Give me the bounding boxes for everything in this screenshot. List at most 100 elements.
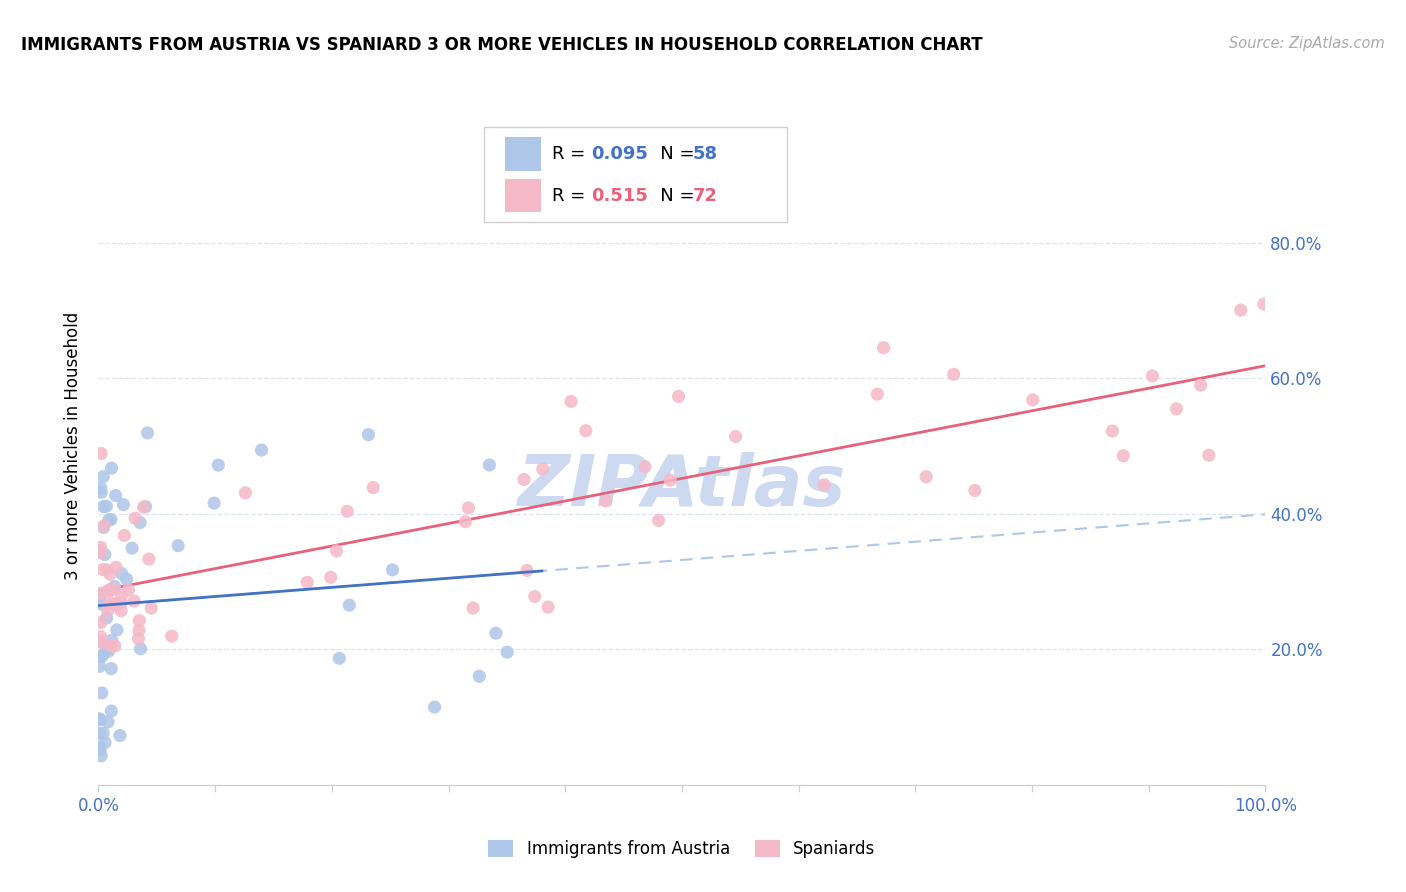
Point: [112, 498, 135, 512]
Point: [90, 634, 112, 648]
Point: [100, 639, 122, 653]
Point: [866, 387, 889, 401]
Point: [457, 500, 479, 515]
Text: R =: R =: [553, 186, 596, 204]
Point: [128, 632, 150, 646]
Point: [1189, 378, 1212, 392]
Point: [91, 726, 114, 740]
Point: [328, 651, 350, 665]
Point: [128, 624, 150, 638]
Point: [647, 513, 669, 527]
Point: [516, 563, 538, 577]
Text: N =: N =: [644, 186, 700, 204]
Point: [90, 586, 112, 600]
Point: [167, 539, 190, 553]
Point: [90, 546, 112, 560]
Point: [361, 481, 384, 495]
Point: [461, 601, 484, 615]
Point: [115, 572, 138, 586]
Point: [872, 341, 894, 355]
Point: [122, 594, 145, 608]
Point: [634, 459, 657, 474]
Point: [1198, 448, 1220, 462]
Point: [478, 458, 501, 472]
Point: [100, 704, 122, 718]
Point: [96, 642, 118, 657]
Point: [915, 469, 938, 483]
Text: R =: R =: [553, 145, 596, 163]
Point: [94, 736, 117, 750]
Point: [942, 368, 965, 382]
Point: [89, 726, 111, 740]
Point: [124, 511, 146, 525]
Point: [110, 566, 132, 581]
Point: [235, 486, 257, 500]
Point: [110, 604, 132, 618]
Point: [93, 518, 115, 533]
Point: [89, 543, 111, 558]
Point: [136, 425, 159, 440]
Point: [129, 641, 152, 656]
Point: [513, 473, 536, 487]
Point: [160, 629, 183, 643]
Point: [96, 611, 118, 625]
Point: [537, 600, 560, 615]
Text: 0.515: 0.515: [592, 186, 648, 204]
Point: [104, 639, 127, 653]
Point: [90, 615, 112, 630]
Point: [963, 483, 986, 498]
Point: [468, 669, 491, 683]
Point: [97, 604, 120, 618]
Point: [89, 740, 111, 755]
Point: [97, 714, 120, 729]
Point: [575, 424, 598, 438]
Point: [381, 563, 404, 577]
Point: [97, 513, 120, 527]
Point: [100, 461, 122, 475]
Point: [336, 504, 359, 518]
Point: [105, 623, 128, 637]
Point: [91, 562, 114, 576]
Point: [129, 516, 152, 530]
Point: [250, 443, 273, 458]
Text: IMMIGRANTS FROM AUSTRIA VS SPANIARD 3 OR MORE VEHICLES IN HOUSEHOLD CORRELATION : IMMIGRANTS FROM AUSTRIA VS SPANIARD 3 OR…: [21, 36, 983, 54]
Point: [132, 500, 155, 514]
Point: [337, 598, 360, 612]
Point: [595, 494, 617, 508]
Point: [117, 582, 139, 597]
Point: [1101, 424, 1123, 438]
Point: [1229, 303, 1251, 318]
Point: [89, 712, 111, 726]
Point: [485, 626, 508, 640]
Point: [1022, 392, 1045, 407]
Text: Source: ZipAtlas.com: Source: ZipAtlas.com: [1229, 36, 1385, 51]
Point: [98, 567, 121, 582]
Point: [90, 485, 112, 500]
Point: [523, 590, 546, 604]
Y-axis label: 3 or more Vehicles in Household: 3 or more Vehicles in Household: [65, 312, 83, 580]
Point: [104, 598, 127, 612]
Point: [103, 580, 125, 594]
Point: [128, 614, 150, 628]
Point: [97, 644, 120, 658]
Legend: Immigrants from Austria, Spaniards: Immigrants from Austria, Spaniards: [482, 833, 882, 864]
Point: [89, 659, 111, 673]
Text: ZIPAtlas: ZIPAtlas: [517, 452, 846, 521]
Text: 58: 58: [693, 145, 717, 163]
Point: [90, 446, 112, 460]
Point: [1253, 297, 1275, 311]
Point: [454, 515, 477, 529]
Point: [100, 512, 122, 526]
Point: [104, 560, 127, 574]
Point: [93, 520, 115, 534]
Point: [108, 729, 131, 743]
Point: [103, 597, 125, 611]
Point: [668, 389, 690, 403]
Point: [357, 427, 380, 442]
Point: [1112, 449, 1135, 463]
Point: [100, 662, 122, 676]
Point: [496, 645, 519, 659]
Point: [112, 528, 135, 542]
Point: [560, 394, 582, 409]
Point: [297, 575, 319, 590]
